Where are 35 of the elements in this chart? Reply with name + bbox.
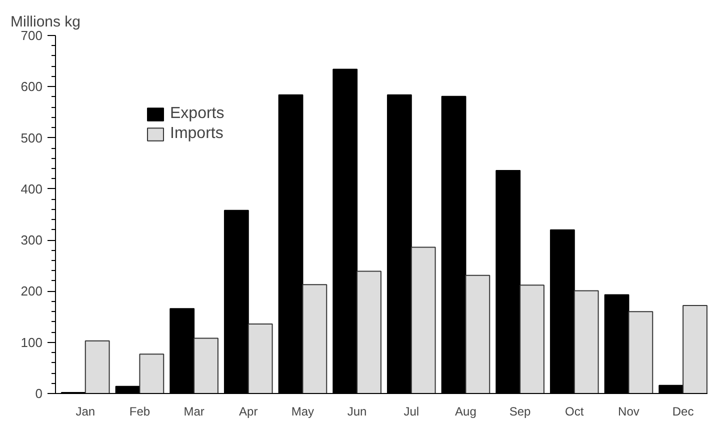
bar <box>410 246 436 394</box>
x-tick-label: Apr <box>239 404 258 418</box>
bar <box>520 284 544 394</box>
bar <box>628 311 654 394</box>
y-tick-label: 600 <box>20 79 43 94</box>
x-tick-label: Jul <box>404 404 420 418</box>
bar <box>248 323 273 394</box>
x-tick-label: Jan <box>76 404 96 418</box>
x-tick-label: Feb <box>129 404 150 418</box>
x-tick-label: Sep <box>509 404 532 418</box>
bar <box>194 338 218 394</box>
y-axis-title: Millions kg <box>10 14 81 30</box>
legend-label: Exports <box>170 105 224 123</box>
y-tick-label: 100 <box>20 334 43 350</box>
bar <box>302 284 328 394</box>
bar <box>139 354 164 394</box>
x-tick-label: Dec <box>672 404 694 418</box>
x-tick-label: May <box>291 404 314 418</box>
x-tick-label: Aug <box>455 404 476 418</box>
x-tick-label: Oct <box>565 404 584 418</box>
y-tick-label: 700 <box>20 28 43 43</box>
x-tick-label: Jun <box>347 404 367 418</box>
bar <box>574 290 599 394</box>
legend-label: Imports <box>170 125 224 143</box>
bar <box>465 274 490 394</box>
x-tick-label: Mar <box>184 404 204 418</box>
y-tick-label: 300 <box>20 232 43 248</box>
y-tick-label: 500 <box>20 130 43 146</box>
y-tick-label: 400 <box>20 181 43 196</box>
y-tick-label: 0 <box>35 386 43 401</box>
x-tick-label: Nov <box>618 404 640 418</box>
bar <box>84 340 110 394</box>
y-tick-label: 200 <box>20 284 43 299</box>
bar <box>356 270 382 394</box>
bar <box>682 305 708 394</box>
